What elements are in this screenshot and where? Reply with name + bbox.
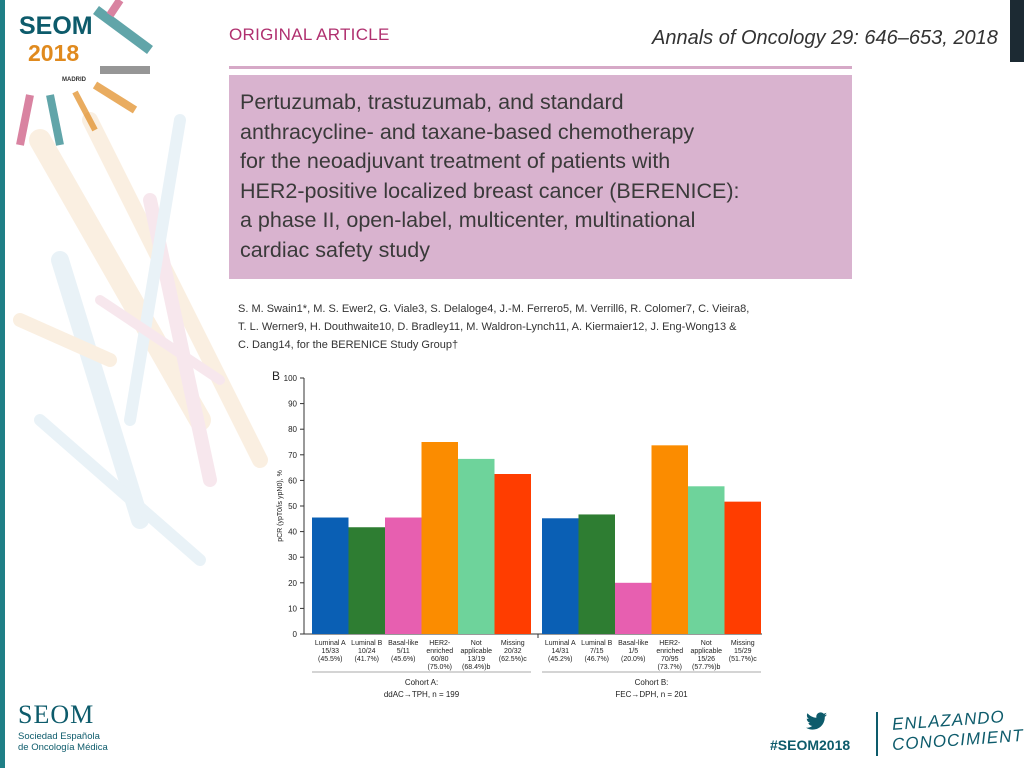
category-label: HER2- [659, 640, 681, 647]
authors-line: T. L. Werner9, H. Douthwaite10, D. Bradl… [238, 321, 737, 333]
ratio-label: 70/95 [661, 656, 679, 663]
cohort-label: Cohort A: [405, 678, 438, 687]
category-label: enriched [426, 648, 453, 655]
percent-label: (46.7%) [584, 656, 609, 663]
section-label: ORIGINAL ARTICLE [229, 25, 390, 44]
bar [688, 486, 725, 634]
category-label: Not [701, 640, 712, 647]
footer-logo-subtitle: de Oncología Médica [18, 742, 108, 753]
bar [651, 445, 688, 634]
cohort-label: Cohort B: [635, 678, 669, 687]
bar [385, 517, 422, 634]
category-label: enriched [656, 648, 683, 655]
title-line: for the neoadjuvant treatment of patient… [240, 149, 671, 173]
y-tick-label: 100 [284, 374, 298, 383]
y-tick-label: 70 [288, 451, 297, 460]
y-tick-label: 80 [288, 425, 297, 434]
panel-label: B [272, 369, 280, 383]
bar [458, 458, 495, 634]
logo-seom-text: SEOM [19, 12, 93, 40]
logo-year-text: 2018 [28, 40, 80, 66]
category-label: Luminal B [581, 640, 612, 647]
ratio-label: 10/24 [358, 648, 376, 655]
percent-label: (68.4%)b [462, 664, 491, 671]
ratio-label: 20/32 [504, 648, 522, 655]
footer-seom-logo: SEOM [18, 700, 95, 729]
category-label: applicable [690, 648, 722, 655]
authors-line: S. M. Swain1*, M. S. Ewer2, G. Viale3, S… [238, 303, 750, 315]
y-tick-label: 50 [288, 502, 297, 511]
title-line: anthracycline- and taxane-based chemothe… [240, 119, 695, 144]
ratio-label: 15/33 [321, 648, 339, 655]
bar [312, 517, 349, 634]
percent-label: (73.7%) [657, 664, 682, 671]
footer-logo-subtitle: Sociedad Española [18, 731, 100, 742]
ratio-label: 13/19 [467, 656, 485, 663]
hashtag-text: #SEOM2018 [770, 737, 851, 753]
y-tick-label: 90 [288, 400, 297, 409]
percent-label: (45.6%) [391, 656, 416, 663]
title-line: cardiac safety study [240, 237, 431, 262]
cohort-regimen-label: FEC→DPH, n = 201 [615, 690, 688, 699]
ratio-label: 15/26 [697, 656, 715, 663]
bar [724, 501, 761, 634]
y-tick-label: 20 [288, 579, 297, 588]
category-label: Missing [731, 640, 755, 647]
y-tick-label: 40 [288, 528, 297, 537]
title-rule [229, 66, 852, 69]
decorative-stripes-background [13, 0, 268, 566]
ratio-label: 60/80 [431, 656, 449, 663]
author-list: S. M. Swain1*, M. S. Ewer2, G. Viale3, S… [238, 300, 858, 354]
seom-2018-logo [13, 6, 93, 90]
ratio-label: 15/29 [734, 648, 752, 655]
bar [615, 582, 652, 634]
percent-label: (51.7%)c [729, 656, 758, 663]
ratio-label: 7/15 [590, 648, 604, 655]
title-line: a phase II, open-label, multicenter, mul… [240, 208, 696, 232]
left-border [0, 0, 5, 768]
y-tick-label: 0 [293, 630, 298, 639]
y-tick-label: 30 [288, 553, 297, 562]
article-title: Pertuzumab, trastuzumab, and standard an… [240, 88, 840, 265]
category-label: Basal-like [618, 640, 648, 647]
bar [494, 474, 531, 634]
y-tick-label: 60 [288, 476, 297, 485]
category-label: HER2- [429, 640, 451, 647]
title-line: HER2-positive localized breast cancer (B… [240, 178, 740, 203]
category-label: Luminal A [545, 640, 576, 647]
percent-label: (62.5%)c [499, 656, 528, 663]
authors-line: C. Dang14, for the BERENICE Study Group† [238, 339, 459, 351]
right-edge-tab [1010, 0, 1024, 62]
percent-label: (57.7%)b [692, 664, 721, 671]
journal-citation: Annals of Oncology 29: 646–653, 2018 [652, 27, 998, 49]
bar [542, 518, 579, 634]
title-line: Pertuzumab, trastuzumab, and standard [240, 90, 624, 114]
bar [348, 527, 385, 634]
percent-label: (45.5%) [318, 656, 343, 663]
percent-label: (20.0%) [621, 656, 646, 663]
pcr-bar-chart: B 0 10 20 30 40 50 60 70 80 90 100 pCR (ypT0/is ypN0… [272, 369, 762, 699]
bar [578, 514, 615, 634]
category-label: Basal-like [388, 640, 418, 647]
cohort-regimen-label: ddAC→TPH, n = 199 [384, 690, 460, 699]
logo-city-text: MADRID [62, 77, 86, 83]
category-label: Not [471, 640, 482, 647]
ratio-label: 1/5 [628, 648, 638, 655]
footer-divider [876, 712, 878, 756]
category-label: Luminal B [351, 640, 382, 647]
twitter-bird-icon [806, 712, 827, 730]
percent-label: (75.0%) [427, 664, 452, 671]
percent-label: (41.7%) [354, 656, 379, 663]
ratio-label: 14/31 [551, 648, 569, 655]
category-label: Luminal A [315, 640, 346, 647]
title-box [229, 75, 852, 279]
category-label: Missing [501, 640, 525, 647]
category-label: applicable [460, 648, 492, 655]
ratio-label: 5/11 [397, 648, 410, 655]
bar [421, 442, 458, 634]
percent-label: (45.2%) [548, 656, 573, 663]
y-axis-label: pCR (ypT0/is ypN0), % [277, 470, 284, 542]
y-tick-label: 10 [288, 604, 297, 613]
